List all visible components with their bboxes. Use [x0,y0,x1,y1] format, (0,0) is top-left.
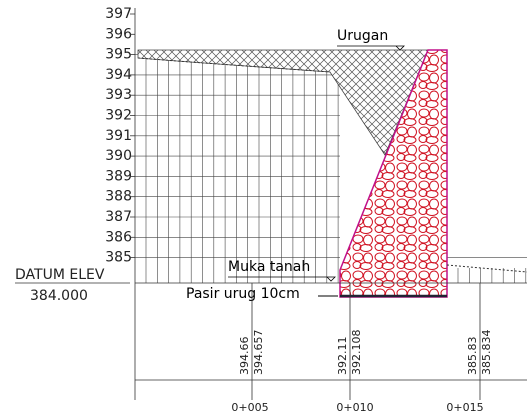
fill-area [137,49,429,156]
station-label: 0+010 [336,401,373,414]
elevation-label: 388 [105,189,132,205]
station-label: 0+005 [231,401,268,414]
elevation-label: 385 [105,250,132,266]
elevation-label: 386 [105,229,132,245]
station-elevation: 385.834 [480,330,493,376]
elevation-label: 395 [105,47,132,63]
sand-label: Pasir urug 10cm [186,286,300,302]
elevation-label: 392 [105,108,132,124]
fill-marker [337,45,405,51]
elevation-label: 389 [105,168,132,184]
datum-label: DATUM ELEV [15,267,105,283]
station-elevation: 394.66 [238,337,251,376]
grid [135,54,527,283]
station-elevation: 392.108 [350,330,363,376]
ground-line [446,264,527,273]
ground-label: Muka tanah [228,259,310,275]
elevation-label: 397 [105,6,132,22]
elevation-label: 390 [105,148,132,164]
datum-value: 384.000 [30,288,88,304]
elevation-label: 396 [105,26,132,42]
elevation-label: 394 [105,67,132,83]
station-elevation: 394.657 [252,330,265,376]
ground-line [137,57,331,73]
fill-label: Urugan [337,28,388,44]
elevation-label: 391 [105,128,132,144]
elevation-label: 387 [105,209,132,225]
elevation-label: 393 [105,87,132,103]
station-elevation: 385.83 [466,337,479,376]
ground-marker [228,276,336,282]
station-label: 0+015 [446,401,483,414]
station-elevation: 392.11 [336,337,349,376]
